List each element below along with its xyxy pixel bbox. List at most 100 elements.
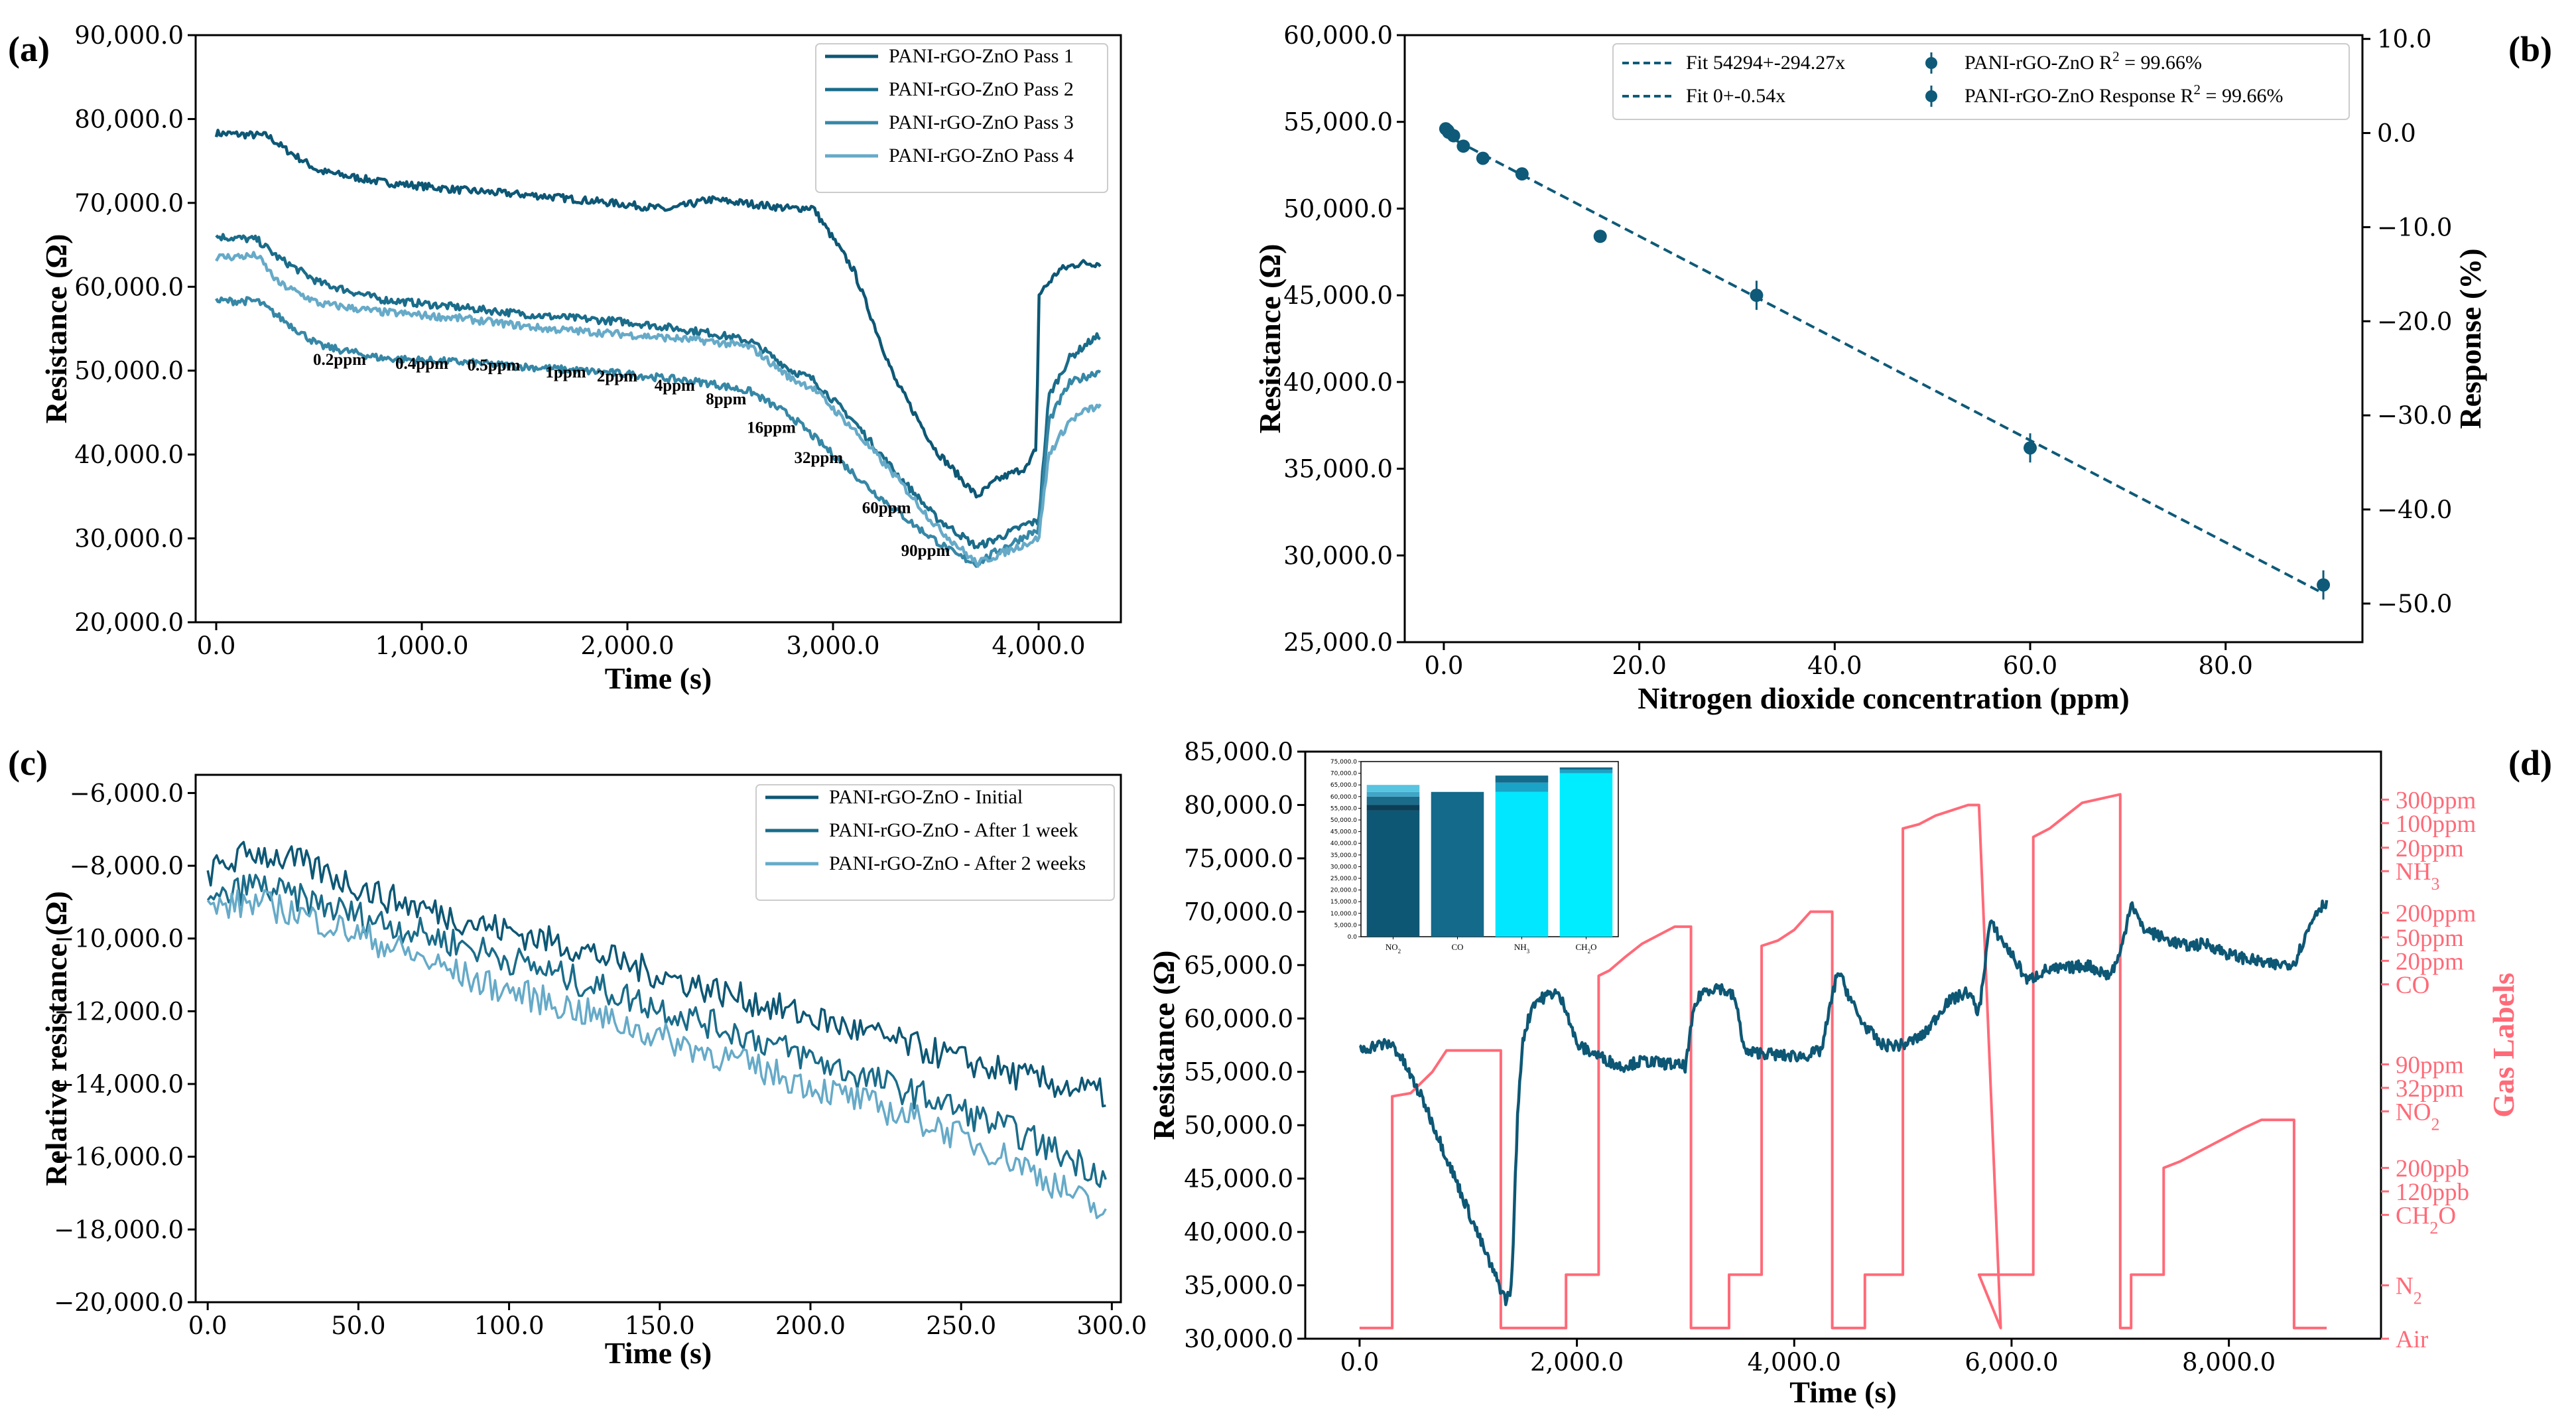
- y-axis-label: Relative resistance (Ω): [39, 891, 73, 1186]
- series-line: [206, 889, 1107, 1219]
- gas-label: 200ppm: [2396, 900, 2477, 927]
- y-tick-label: 60,000.0: [74, 273, 184, 301]
- y-tick-label: 40,000.0: [74, 440, 184, 469]
- legend-box: [1612, 43, 2350, 120]
- y-tick-label: 45,000.0: [1283, 281, 1393, 310]
- legend-box: [755, 784, 1115, 901]
- inset-x-tick-label: CH2O: [1576, 942, 1597, 955]
- inset-frame: [1360, 761, 1619, 937]
- x-tick-label: 50.0: [331, 1312, 385, 1340]
- y2-tick-label: −30.0: [2377, 401, 2452, 430]
- x-tick-label: 150.0: [625, 1312, 695, 1340]
- inset-y-tick-label: 45,000.0: [1330, 829, 1357, 836]
- series-line: [206, 874, 1107, 1188]
- panel-b: (b) 0.0 20.0 40.0 60.0 80.0 25,000.0 30,000.0 35…: [1253, 21, 2552, 715]
- y-tick-label: 55,000.0: [1283, 108, 1393, 137]
- legend-entry: PANI-rGO-ZnO Pass 2: [889, 78, 1074, 100]
- y-tick-label: 30,000.0: [74, 525, 184, 553]
- panel-label: (c): [8, 743, 48, 783]
- inset-y-tick-label: 60,000.0: [1330, 794, 1357, 801]
- y-tick-label: 60,000.0: [1184, 1004, 1293, 1033]
- gas-step-line: [1359, 793, 2327, 1329]
- plot-frame: [1403, 34, 2364, 643]
- inset-x-tick-label: NH3: [1514, 942, 1530, 955]
- panel-label: (d): [2508, 743, 2552, 783]
- inset-y-tick-label: 20,000.0: [1330, 888, 1357, 894]
- x-tick-label: 4,000.0: [992, 632, 1085, 660]
- y-tick-label: 90,000.0: [74, 21, 184, 50]
- inset-y-tick-label: 40,000.0: [1330, 841, 1357, 847]
- series-line: [215, 296, 1102, 569]
- annotation-label: 2ppm: [597, 368, 637, 385]
- annotation-label: 90ppm: [901, 542, 950, 560]
- x-tick-label: 20.0: [1612, 651, 1666, 680]
- series-line: [215, 233, 1101, 550]
- y-tick-label: 50,000.0: [1283, 194, 1393, 223]
- legend-entry: PANI-rGO-ZnO Pass 4: [889, 145, 1074, 167]
- x-tick-label: 300.0: [1076, 1312, 1147, 1340]
- legend-entry: PANI-rGO-ZnO R2 = 99.66%: [1964, 48, 2202, 74]
- data-point: [1447, 129, 1460, 143]
- gas-label: NO2: [2396, 1099, 2439, 1134]
- panel-label: (b): [2508, 29, 2552, 69]
- panel-d: (d) 0.0 2,000.0 4,000.0 6,000.0 8,000.0 30,000…: [1147, 738, 2552, 1409]
- data-point: [1476, 151, 1490, 165]
- x-tick-label: 4,000.0: [1748, 1348, 1841, 1377]
- inset-bar-segment: [1559, 773, 1613, 937]
- annotation-label: 0.4ppm: [395, 355, 448, 373]
- y-tick-label: 30,000.0: [1184, 1325, 1293, 1353]
- annotation-label: 0.2ppm: [313, 351, 366, 369]
- legend-entry: PANI-rGO-ZnO Pass 1: [889, 45, 1074, 67]
- y-tick-label: 50,000.0: [1184, 1111, 1293, 1140]
- data-point: [1750, 289, 1764, 303]
- y-axis-label: Resistance (Ω): [1253, 244, 1287, 434]
- x-tick-label: 250.0: [926, 1312, 996, 1340]
- data-point: [2024, 441, 2037, 455]
- inset-y-tick-label: 25,000.0: [1330, 876, 1357, 882]
- inset-y-tick-label: 50,000.0: [1330, 817, 1357, 824]
- annotation-label: 16ppm: [747, 419, 796, 437]
- y2-tick-label: −50.0: [2377, 590, 2452, 618]
- y-tick-label: −8,000.0: [70, 852, 184, 880]
- inset-y-tick-label: 65,000.0: [1330, 782, 1357, 789]
- data-point: [1593, 230, 1607, 243]
- inset-bar-segment: [1366, 785, 1420, 792]
- legend-entry: Fit 54294+-294.27x: [1686, 52, 1845, 74]
- gas-label: NH3: [2396, 858, 2439, 894]
- gas-label: 120ppb: [2396, 1179, 2469, 1206]
- gas-label: 50ppm: [2396, 925, 2464, 952]
- y-tick-label: −6,000.0: [70, 779, 184, 807]
- panel-a: (a) 0.0 1,000.0 2,000.0 3,000.0 4,000.0 20,000…: [8, 21, 1122, 695]
- series-line: [214, 129, 1102, 499]
- gas-label: Air: [2396, 1326, 2428, 1353]
- x-tick-label: 0.0: [1340, 1348, 1379, 1377]
- x-axis-label: Time (s): [605, 1336, 712, 1370]
- y-tick-label: 85,000.0: [1184, 738, 1293, 766]
- inset-bar-segment: [1366, 810, 1420, 937]
- gas-label: 100ppm: [2396, 811, 2477, 838]
- legend-entry: Fit 0+-0.54x: [1686, 85, 1785, 107]
- inset-bar-segment: [1366, 805, 1420, 811]
- data-point: [2317, 578, 2331, 592]
- y-tick-label: 35,000.0: [1283, 455, 1393, 484]
- legend-entry: PANI-rGO-ZnO Response R2 = 99.66%: [1964, 82, 2283, 107]
- y-tick-label: 30,000.0: [1283, 541, 1393, 570]
- legend-entry: PANI-rGO-ZnO - After 2 weeks: [829, 852, 1086, 874]
- inset-bar-segment: [1431, 791, 1484, 937]
- y-tick-label: 55,000.0: [1184, 1058, 1293, 1087]
- gas-label: 32ppm: [2396, 1075, 2464, 1103]
- y2-axis-label: Response (%): [2453, 248, 2487, 429]
- legend-entry: PANI-rGO-ZnO - Initial: [829, 786, 1023, 808]
- inset-y-tick-label: 0.0: [1348, 934, 1358, 941]
- x-axis-label: Time (s): [605, 661, 712, 695]
- gas-label: CO: [2396, 972, 2429, 999]
- y-tick-label: 65,000.0: [1184, 951, 1293, 980]
- inset-x-tick-label: NO2: [1385, 942, 1401, 955]
- inset-bar-segment: [1559, 767, 1613, 770]
- x-tick-label: 6,000.0: [1964, 1348, 2058, 1377]
- y-tick-label: −16,000.0: [54, 1143, 184, 1172]
- x-tick-label: 0.0: [197, 632, 236, 660]
- y-tick-label: 40,000.0: [1184, 1218, 1293, 1246]
- gas-label: 20ppm: [2396, 948, 2464, 975]
